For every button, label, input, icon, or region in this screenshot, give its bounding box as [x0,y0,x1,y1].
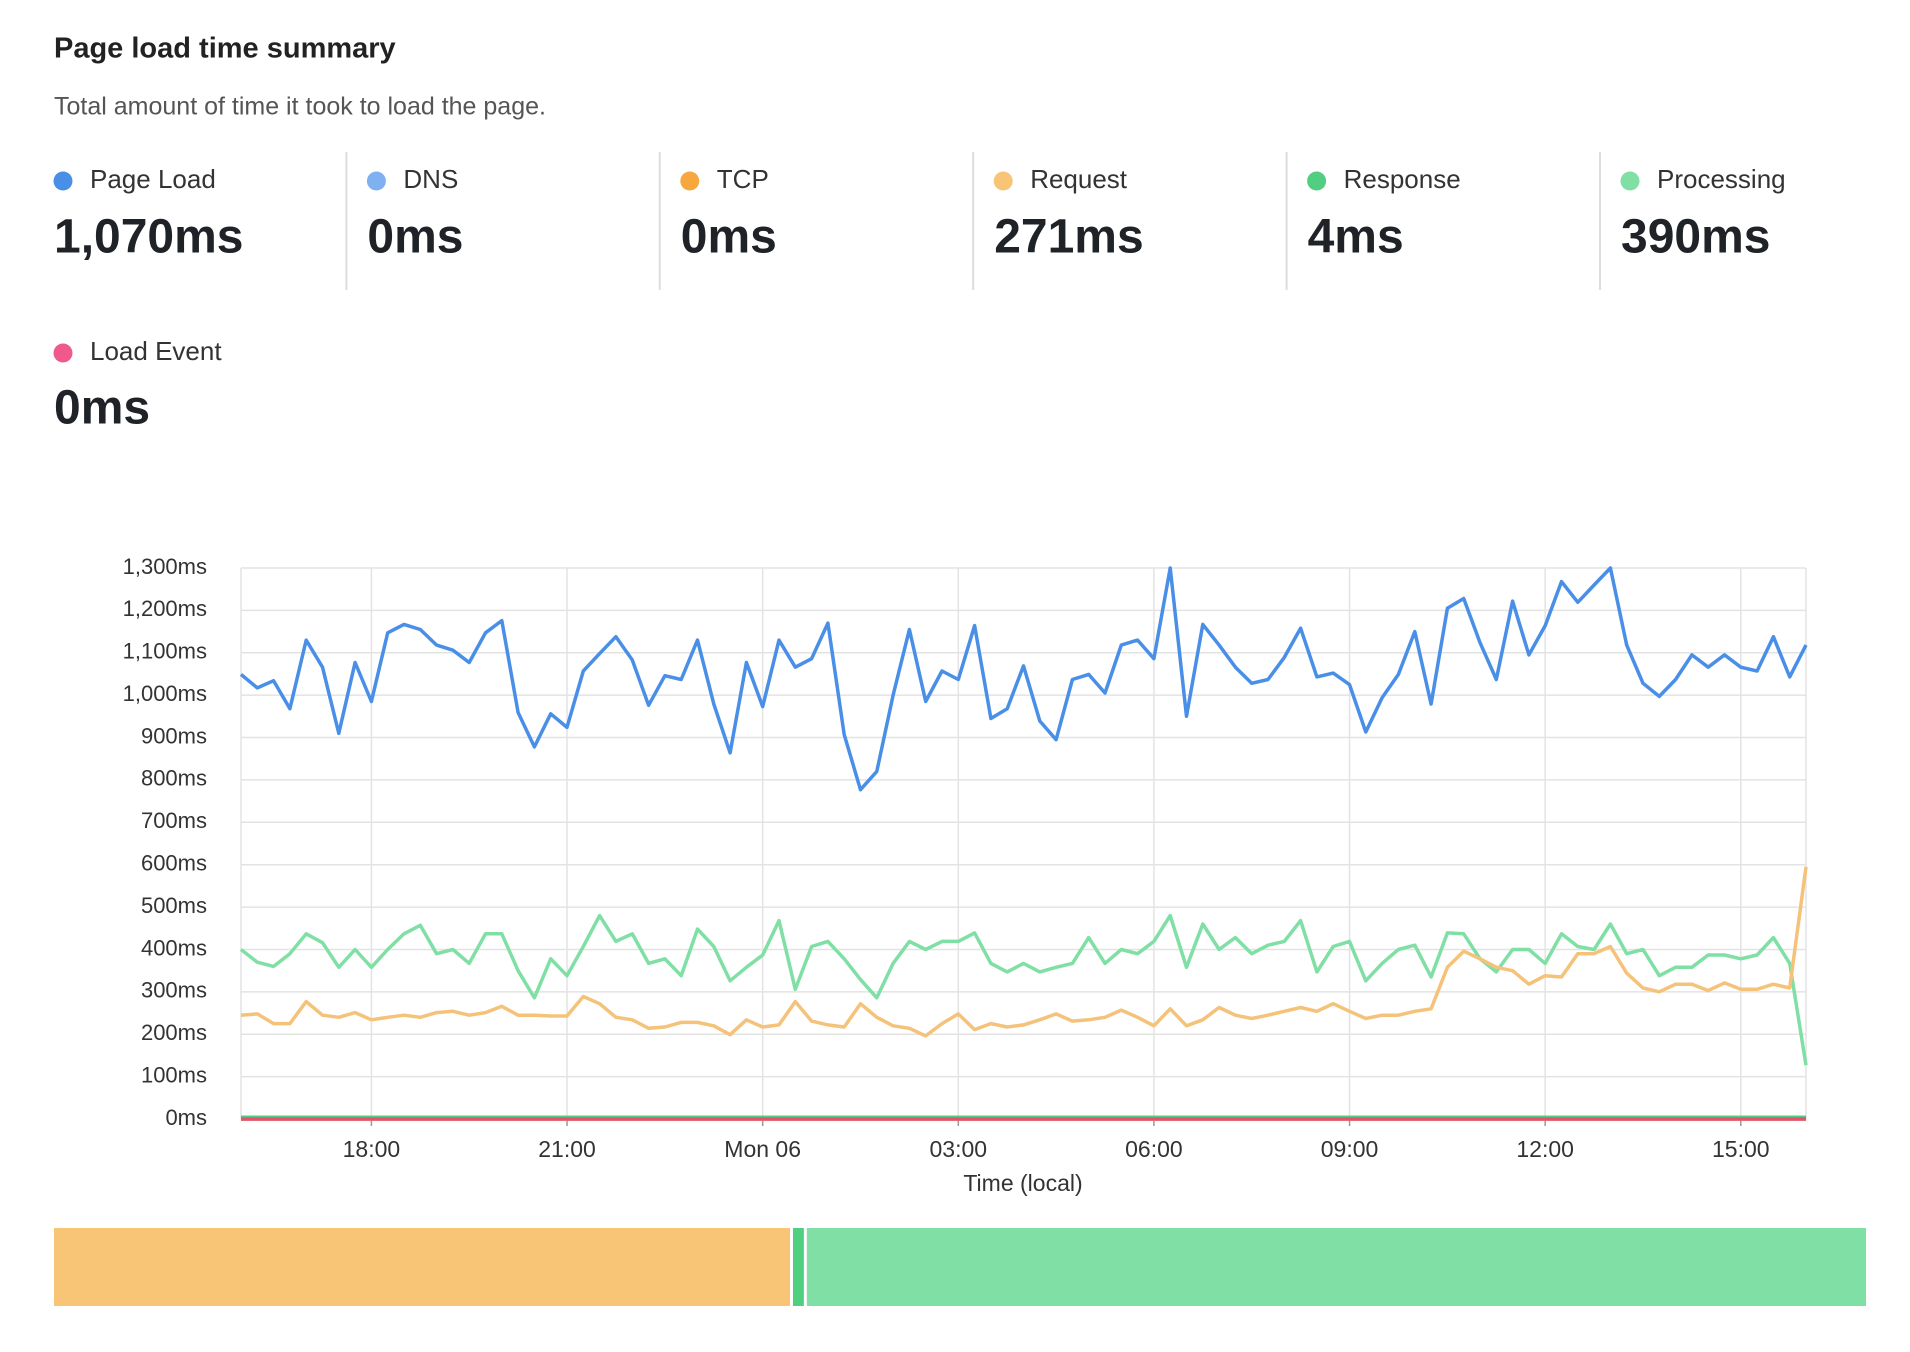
y-tick-label: 1,100ms [123,639,207,664]
metric-label: TCP [717,164,769,194]
y-tick-label: 700ms [141,808,207,833]
metric-value: 390ms [1621,211,1770,264]
subtitle: Total amount of time it took to load the… [54,93,546,121]
metric-value: 0ms [367,211,463,264]
metric-label: Load Event [90,336,222,366]
x-tick-label: 18:00 [343,1136,401,1162]
y-tick-label: 800ms [141,766,207,791]
metric-value: 4ms [1308,211,1404,264]
metric-dot [366,171,386,191]
x-tick-label: 12:00 [1516,1136,1574,1162]
y-tick-label: 1,200ms [123,596,207,621]
x-tick-label: 15:00 [1712,1136,1770,1162]
x-axis-label: Time (local) [963,1170,1082,1196]
y-tick-label: 300ms [141,978,207,1003]
x-tick-label: 03:00 [930,1136,988,1162]
y-tick-label: 200ms [141,1020,207,1045]
y-tick-label: 100ms [141,1062,207,1087]
metric-dot [53,343,73,363]
metric-label: Processing [1657,164,1786,194]
y-tick-label: 1,300ms [123,554,207,579]
metric-label: DNS [403,164,458,194]
y-tick-label: 0ms [165,1105,207,1130]
series-line [239,913,1808,1066]
breakdown-segment [792,1228,804,1306]
y-tick-label: 900ms [141,723,207,748]
metric-value: 0ms [54,382,150,435]
title: Page load time summary [54,33,396,65]
metric-dot [1620,171,1640,191]
metric-label: Page Load [90,164,216,194]
breakdown-segment [54,1228,790,1306]
metric-label: Response [1344,164,1461,194]
series-line [239,566,1808,792]
x-tick-label: 21:00 [538,1136,596,1162]
metric-dot [1307,171,1327,191]
metric-dot [680,171,700,191]
breakdown-segment [806,1228,1867,1306]
metric-dot [993,171,1013,191]
metric-value: 1,070ms [54,211,244,264]
y-tick-label: 400ms [141,935,207,960]
x-tick-label: Mon 06 [724,1136,801,1162]
x-tick-label: 09:00 [1321,1136,1379,1162]
y-tick-label: 500ms [141,893,207,918]
x-tick-label: 06:00 [1125,1136,1183,1162]
series-line [240,866,1808,1038]
metric-label: Request [1030,164,1128,194]
y-tick-label: 1,000ms [123,681,207,706]
metric-dot [53,171,73,191]
metric-value: 0ms [681,211,777,264]
metric-value: 271ms [994,211,1143,264]
y-tick-label: 600ms [141,851,207,876]
